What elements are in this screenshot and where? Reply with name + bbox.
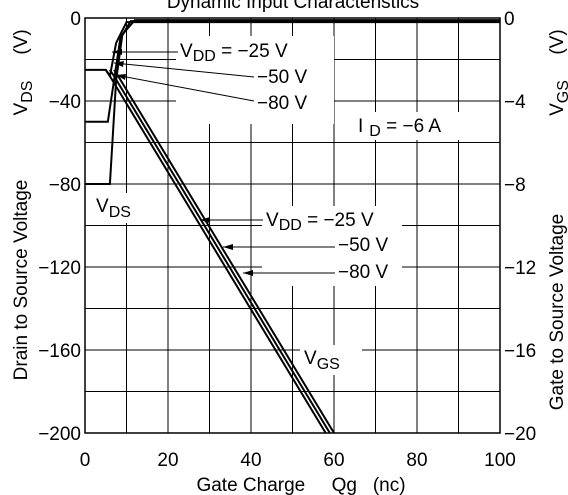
vds-curve-50 <box>85 20 500 123</box>
left-tick-label: −200 <box>38 424 81 445</box>
vgs-label-bg <box>300 345 362 375</box>
right-axis-unit: (V) <box>547 29 568 54</box>
vds-label-bg <box>92 193 152 223</box>
right-tick-label: −4 <box>504 92 526 113</box>
x-tick-label: 60 <box>323 450 344 471</box>
condition-bg <box>348 112 476 140</box>
left-axis-label-main: Drain to Source Voltage <box>11 180 32 381</box>
left-tick-label: −40 <box>49 92 81 113</box>
left-axis-symbol: VDS <box>11 81 36 116</box>
vds-arrow-50 <box>114 61 124 67</box>
vgs-annotation-50: −50 V <box>338 235 389 256</box>
vgs-annotation-80: −80 V <box>338 262 389 283</box>
vds-label: VDS <box>96 196 131 221</box>
vgs-arrow-50 <box>223 244 233 250</box>
x-tick-label: 80 <box>406 450 427 471</box>
right-axis-label-main: Gate to Source Voltage <box>547 214 568 410</box>
left-axis-symbol-group: VDS <box>11 81 36 116</box>
vgs-label: VGS <box>304 348 340 373</box>
right-tick-label: −8 <box>504 175 526 196</box>
vds-annotation-50: −50 V <box>257 67 308 88</box>
left-tick-label: −120 <box>38 258 81 279</box>
vds-annotation-25: VDD = −25 V <box>180 41 288 65</box>
vds-curve-80 <box>85 19 500 185</box>
right-tick-label: −20 <box>504 424 536 445</box>
right-tick-label: 0 <box>504 9 515 30</box>
left-tick-label: −80 <box>49 175 81 196</box>
x-tick-labels: 0 20 40 60 80 100 <box>80 450 516 471</box>
annotation-bg <box>176 36 334 124</box>
x-tick-label: 40 <box>240 450 261 471</box>
plot-frame <box>84 17 501 434</box>
left-axis-unit: (V) <box>11 29 32 54</box>
vgs-arrow-80 <box>243 270 253 276</box>
x-tick-label: 0 <box>80 450 91 471</box>
vds-arrow-80 <box>116 74 126 80</box>
x-tick-label: 100 <box>484 450 516 471</box>
right-tick-label: −12 <box>504 258 536 279</box>
x-axis-label: Gate Charge Qg (nc) <box>196 475 405 495</box>
left-axis-label-group: Drain to Source Voltage <box>11 180 32 381</box>
vds-leader-80 <box>115 74 255 102</box>
left-tick-labels: 0 −40 −80 −120 −160 −200 <box>38 9 81 445</box>
right-axis-symbol: VGS <box>547 80 568 116</box>
right-tick-label: −16 <box>504 341 536 362</box>
vds-annotation-80: −80 V <box>257 93 308 114</box>
vgs-curve-25 <box>104 69 327 434</box>
x-tick-label: 20 <box>157 450 178 471</box>
left-axis-unit-group: (V) <box>11 29 32 54</box>
chart-title: Dynamic Input Characteristics <box>167 0 419 13</box>
right-axis-label-group: Gate to Source Voltage <box>547 214 568 410</box>
vds-leader-50 <box>113 62 255 78</box>
vgs-arrow-25 <box>200 217 210 223</box>
vgs-curve-50 <box>109 69 331 434</box>
right-tick-labels: 0 −4 −8 −12 −16 −20 <box>504 9 536 445</box>
right-axis-unit-group: (V) <box>547 29 568 54</box>
left-tick-label: −160 <box>38 341 81 362</box>
vgs-annotation-25: VDD = −25 V <box>266 210 374 234</box>
vds-arrow-25 <box>112 49 122 55</box>
right-axis-symbol-group: VGS <box>547 80 568 116</box>
left-tick-label: 0 <box>70 9 81 30</box>
